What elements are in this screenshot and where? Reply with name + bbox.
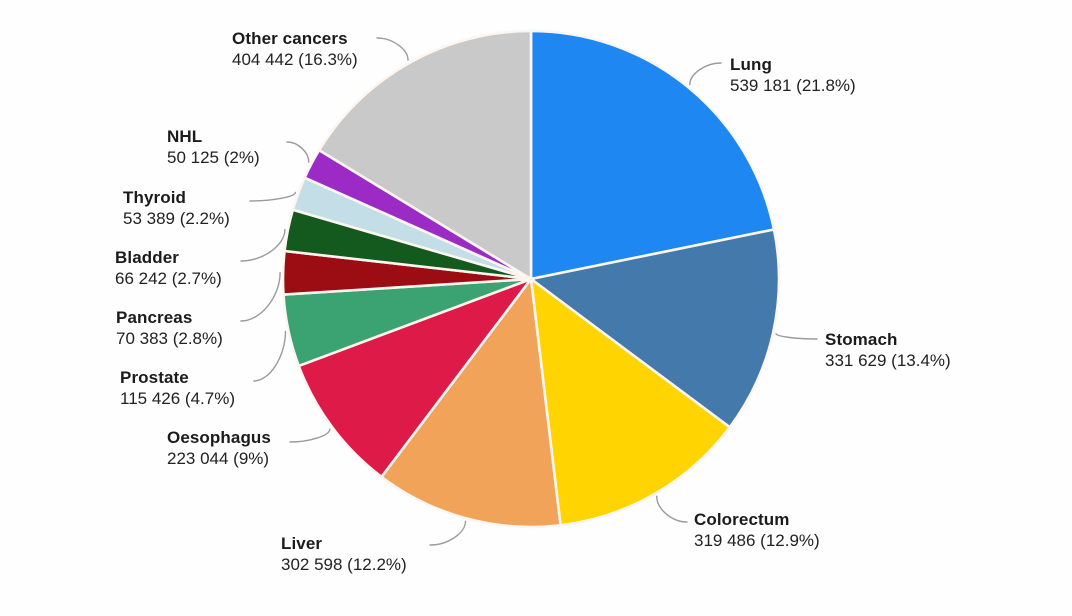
pie-slice-liver bbox=[380, 277, 562, 529]
slice-name: Lung bbox=[730, 55, 772, 74]
label-lung: Lung 539 181 (21.8%) bbox=[730, 54, 856, 96]
leader-line-thyroid bbox=[249, 191, 297, 202]
leader-line-stomach bbox=[775, 333, 818, 340]
pie-slice-oesophagus bbox=[297, 277, 533, 479]
pie-slice-colorectum bbox=[529, 277, 732, 527]
leader-line-oesophagus bbox=[289, 428, 331, 443]
leader-line-liver bbox=[429, 520, 467, 546]
slice-name: Oesophagus bbox=[167, 428, 271, 447]
slice-value: 331 629 (13.4%) bbox=[825, 351, 951, 370]
pie-slice-lung bbox=[529, 29, 776, 281]
leader-line-other-cancers bbox=[376, 37, 409, 61]
label-prostate: Prostate 115 426 (4.7%) bbox=[120, 367, 235, 409]
slice-value: 115 426 (4.7%) bbox=[120, 389, 235, 408]
label-stomach: Stomach 331 629 (13.4%) bbox=[825, 329, 951, 371]
slice-value: 223 044 (9%) bbox=[167, 449, 270, 468]
slice-name: Pancreas bbox=[116, 308, 193, 327]
slice-name: Colorectum bbox=[694, 510, 790, 529]
label-thyroid: Thyroid 53 389 (2.2%) bbox=[123, 187, 230, 229]
slice-name: Liver bbox=[281, 534, 323, 553]
label-colorectum: Colorectum 319 486 (12.9%) bbox=[694, 509, 820, 551]
slice-name: Bladder bbox=[115, 248, 179, 267]
label-liver: Liver 302 598 (12.2%) bbox=[281, 533, 407, 575]
slice-value: 539 181 (21.8%) bbox=[730, 76, 856, 95]
pie-slice-stomach bbox=[529, 228, 781, 429]
label-bladder: Bladder 66 242 (2.7%) bbox=[115, 247, 222, 289]
slice-name: Prostate bbox=[120, 368, 189, 387]
leader-line-colorectum bbox=[656, 495, 688, 523]
label-other-cancers: Other cancers 404 442 (16.3%) bbox=[232, 28, 358, 70]
leader-line-bladder bbox=[240, 228, 286, 262]
leader-line-lung bbox=[689, 62, 722, 86]
label-nhl: NHL 50 125 (2%) bbox=[167, 126, 260, 168]
leader-line-pancreas bbox=[240, 272, 281, 322]
label-oesophagus: Oesophagus 223 044 (9%) bbox=[167, 427, 271, 469]
slice-value: 404 442 (16.3%) bbox=[232, 50, 358, 69]
slice-name: Thyroid bbox=[123, 188, 187, 207]
slice-name: Stomach bbox=[825, 330, 898, 349]
label-pancreas: Pancreas 70 383 (2.8%) bbox=[116, 307, 223, 349]
slice-name: NHL bbox=[167, 127, 203, 146]
slice-value: 66 242 (2.7%) bbox=[115, 269, 222, 288]
slice-value: 50 125 (2%) bbox=[167, 148, 260, 167]
slice-value: 319 486 (12.9%) bbox=[694, 531, 820, 550]
leader-line-prostate bbox=[253, 330, 287, 382]
pie-slice-other-cancers bbox=[317, 29, 533, 281]
slice-name: Other cancers bbox=[232, 29, 348, 48]
slice-value: 70 383 (2.8%) bbox=[116, 329, 223, 348]
slice-value: 53 389 (2.2%) bbox=[123, 209, 230, 228]
slice-value: 302 598 (12.2%) bbox=[281, 555, 407, 574]
leader-line-nhl bbox=[286, 141, 310, 163]
